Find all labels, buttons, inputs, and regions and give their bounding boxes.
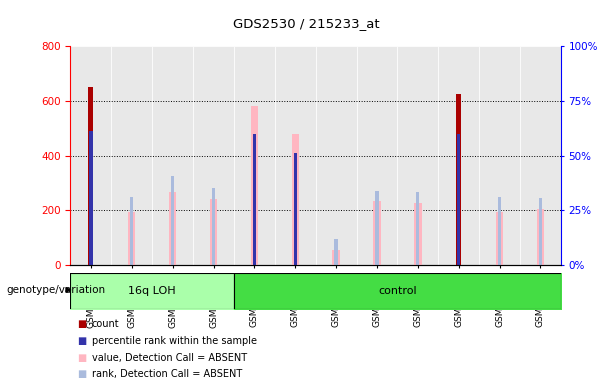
Bar [456, 94, 461, 265]
Bar [479, 46, 520, 265]
Text: control: control [378, 286, 417, 296]
Bar [89, 131, 93, 265]
Bar [357, 46, 397, 265]
Bar [294, 153, 297, 265]
Bar [130, 197, 134, 265]
Bar [498, 197, 501, 265]
Text: ■: ■ [77, 353, 86, 362]
Bar [88, 87, 93, 265]
Bar [520, 46, 561, 265]
Bar [128, 212, 135, 265]
Text: ■: ■ [77, 336, 86, 346]
Bar [537, 209, 544, 265]
Bar [70, 46, 112, 265]
Bar [234, 46, 275, 265]
Bar [496, 212, 503, 265]
Text: ■: ■ [77, 319, 86, 329]
Text: count: count [92, 319, 120, 329]
Bar [414, 204, 422, 265]
Text: GDS2530 / 215233_at: GDS2530 / 215233_at [233, 17, 380, 30]
Bar [292, 134, 299, 265]
Bar [212, 187, 215, 265]
Text: 16q LOH: 16q LOH [128, 286, 176, 296]
Bar [416, 192, 419, 265]
Text: value, Detection Call = ABSENT: value, Detection Call = ABSENT [92, 353, 247, 362]
Bar [112, 46, 152, 265]
Bar [171, 176, 174, 265]
Bar [251, 106, 258, 265]
Bar [152, 46, 193, 265]
Text: percentile rank within the sample: percentile rank within the sample [92, 336, 257, 346]
Bar [169, 192, 177, 265]
Bar [539, 198, 542, 265]
Text: genotype/variation: genotype/variation [6, 285, 105, 295]
Bar [335, 239, 338, 265]
Bar [397, 46, 438, 265]
Text: ■: ■ [77, 369, 86, 379]
Bar [438, 46, 479, 265]
Bar [210, 199, 217, 265]
Bar [275, 46, 316, 265]
Bar [253, 139, 256, 265]
Text: rank, Detection Call = ABSENT: rank, Detection Call = ABSENT [92, 369, 242, 379]
Bar [193, 46, 234, 265]
Bar [373, 201, 381, 265]
Bar [316, 46, 357, 265]
Bar [457, 134, 460, 265]
Bar [253, 134, 256, 265]
Bar [375, 191, 379, 265]
Bar [332, 250, 340, 265]
